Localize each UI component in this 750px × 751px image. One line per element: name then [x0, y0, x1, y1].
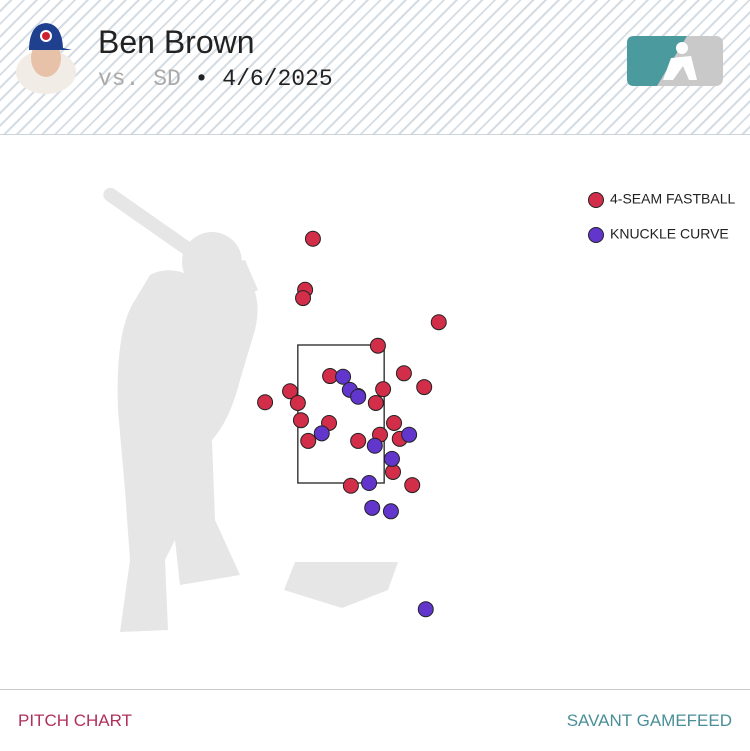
pitch-marker — [304, 230, 321, 247]
pitch-marker — [369, 337, 386, 354]
strike-zone — [297, 344, 385, 484]
pitch-marker — [350, 388, 367, 405]
pitch-marker — [430, 314, 447, 331]
pitch-marker — [282, 383, 299, 400]
pitch-marker — [295, 290, 312, 307]
mlb-logo — [627, 36, 723, 86]
pitch-marker — [382, 503, 399, 520]
opponent: vs. SD — [98, 66, 181, 92]
pitch-chart: 4-SEAM FASTBALL KNUCKLE CURVE — [103, 187, 735, 632]
pitch-marker — [292, 412, 309, 429]
game-info: vs. SD • 4/6/2025 — [98, 66, 333, 92]
pitch-marker — [342, 477, 359, 494]
pitch-marker — [395, 365, 412, 382]
pitch-marker — [364, 499, 381, 516]
player-name: Ben Brown — [98, 24, 255, 60]
pitch-marker — [335, 368, 352, 385]
footer-title[interactable]: PITCH CHART — [18, 711, 132, 730]
pitch-marker — [366, 437, 383, 454]
legend-marker — [588, 192, 604, 208]
pitch-marker — [367, 394, 384, 411]
legend-marker — [588, 227, 604, 243]
pitch-marker — [416, 379, 433, 396]
player-headshot — [16, 23, 76, 94]
header: Ben Brown vs. SD • 4/6/2025 — [0, 0, 750, 135]
separator: • — [194, 66, 209, 92]
pitch-marker — [386, 414, 403, 431]
batter-silhouette — [103, 187, 258, 632]
footer-brand[interactable]: SAVANT GAMEFEED — [566, 711, 732, 730]
pitch-marker — [401, 426, 418, 443]
pitch-marker — [289, 394, 306, 411]
pitch-marker — [257, 394, 274, 411]
pitch-marker — [300, 432, 317, 449]
pitch-marker — [375, 381, 392, 398]
pitch-marker — [350, 432, 367, 449]
pitch-marker — [383, 450, 400, 467]
game-date: 4/6/2025 — [222, 66, 333, 92]
legend-label: KNUCKLE CURVE — [610, 226, 729, 242]
pitch-marker — [404, 477, 421, 494]
pitch-marker — [417, 601, 434, 618]
legend-label: 4-SEAM FASTBALL — [610, 191, 735, 207]
pitch-marker — [361, 475, 378, 491]
home-plate — [284, 562, 398, 608]
footer: PITCH CHART SAVANT GAMEFEED — [0, 689, 750, 751]
pitch-marker — [313, 425, 330, 442]
